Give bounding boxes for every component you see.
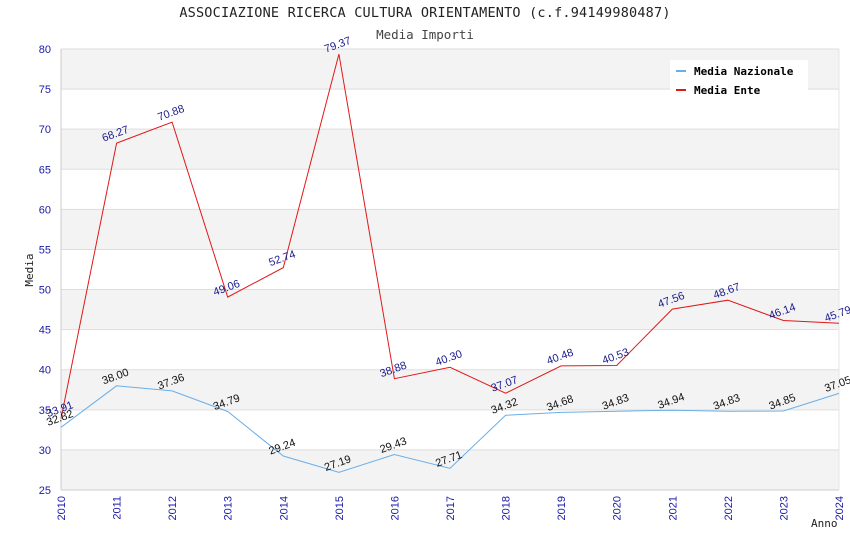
y-tick-label: 70 (39, 124, 51, 136)
legend-label-nazionale: Media Nazionale (694, 64, 794, 78)
legend-swatch-nazionale (676, 70, 686, 72)
y-tick-label: 80 (39, 44, 51, 56)
x-tick-label: 2019 (556, 496, 568, 520)
data-label: 70.88 (156, 103, 186, 124)
y-axis-label: Media (23, 253, 36, 286)
grid-band (61, 129, 839, 170)
x-tick-label: 2013 (223, 496, 235, 520)
x-tick-label: 2011 (112, 496, 124, 520)
data-label: 40.53 (601, 346, 631, 367)
series-line-nazionale (60, 385, 840, 473)
y-tick-label: 50 (39, 285, 51, 297)
x-tick-label: 2017 (445, 496, 457, 520)
legend-label-ente: Media Ente (694, 83, 761, 97)
y-tick-label: 55 (39, 244, 51, 256)
x-tick-label: 2024 (834, 496, 846, 520)
legend-swatch-ente (676, 89, 686, 91)
legend-item-nazionale: Media Nazionale (676, 62, 793, 80)
y-tick-label: 65 (39, 164, 51, 176)
x-axis-label: Anno (811, 517, 838, 530)
x-tick-label: 2021 (667, 496, 679, 520)
data-label: 52.74 (267, 248, 297, 269)
chart-title: ASSOCIAZIONE RICERCA CULTURA ORIENTAMENT… (179, 5, 671, 21)
y-tick-label: 25 (39, 485, 51, 497)
x-tick-label: 2015 (334, 496, 346, 520)
legend-item-ente: Media Ente (676, 81, 760, 99)
x-tick-label: 2014 (278, 496, 290, 520)
grid-band (61, 289, 839, 330)
x-tick-label: 2023 (778, 496, 790, 520)
y-tick-labels: 25 30 35 40 45 50 55 60 65 70 75 80 (39, 44, 51, 497)
legend: Media Nazionale Media Ente (670, 60, 808, 100)
x-tick-labels: 2010 2011 2012 2013 2014 2015 2016 2017 2018 2019… (56, 496, 846, 520)
y-tick-label: 60 (39, 204, 51, 216)
chart-subtitle: Media Importi (376, 27, 474, 42)
y-tick-label: 45 (39, 325, 51, 337)
series-line-ente (60, 53, 840, 419)
data-label: 40.48 (545, 347, 575, 368)
y-tick-label: 40 (39, 365, 51, 377)
x-tick-label: 2020 (612, 496, 624, 520)
y-tick-label: 35 (39, 405, 51, 417)
y-tick-label: 75 (39, 84, 51, 96)
grid-band (61, 449, 839, 490)
grid-bands (61, 49, 839, 490)
y-tick-label: 30 (39, 445, 51, 457)
x-tick-label: 2022 (723, 496, 735, 520)
data-label: 40.30 (434, 348, 464, 369)
grid-band (61, 209, 839, 250)
x-tick-label: 2010 (56, 496, 68, 520)
x-tick-label: 2016 (389, 496, 401, 520)
series-lines (60, 53, 840, 473)
x-tick-label: 2012 (167, 496, 179, 520)
x-tick-label: 2018 (501, 496, 513, 520)
grid-band (61, 369, 839, 410)
